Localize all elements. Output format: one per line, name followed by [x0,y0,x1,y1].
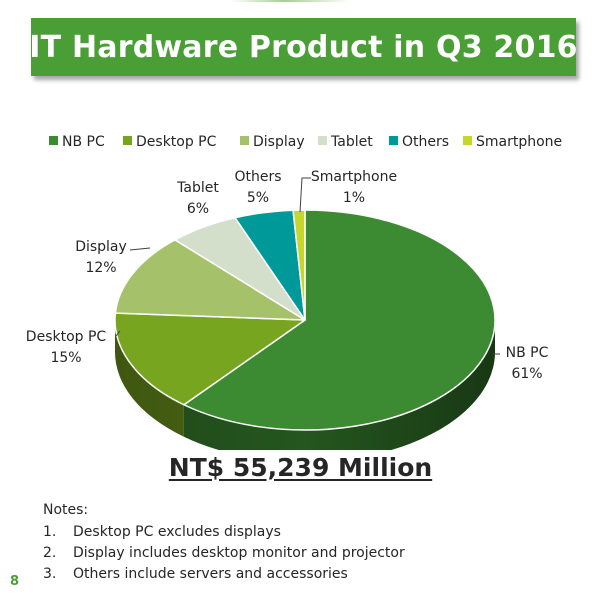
page-title: IT Hardware Product in Q3 2016 [29,29,578,65]
legend-swatch-desktop-pc [123,136,132,145]
legend-label-others: Others [402,134,449,150]
slice-name-label-nb-pc: NB PC [506,345,549,361]
slice-name-label-smartphone: Smartphone [311,169,397,185]
notes-heading: Notes: [43,502,89,518]
pie-tops [114,209,496,431]
slice-value-label-smartphone: 1% [343,190,365,206]
total-amount-text: NT$ 55,239 Million [168,453,433,482]
legend-swatch-smartphone [463,136,472,145]
title-banner: IT Hardware Product in Q3 2016 [29,18,578,76]
page-number: 8 [10,574,20,589]
leader-line-smartphone [299,177,311,213]
pie-slice-smartphone [292,209,306,321]
pie-slice-display [114,239,306,321]
legend-label-desktop-pc: Desktop PC [136,134,217,150]
notes-section: Notes: 1. Desktop PC excludes displays 2… [43,502,405,584]
legend-swatch-nb-pc [49,136,58,145]
pie-chart: NB PC 61% Desktop PC 15% Display 12% Tablet 6% O… [26,134,562,450]
legend-label-tablet: Tablet [330,134,373,150]
leader-line-desktop-pc [115,330,121,337]
note-number: 1. [43,523,57,540]
pie-slice-desktop-pc [114,312,306,406]
note-text: Desktop PC excludes displays [73,523,281,540]
slice-name-label-others: Others [234,169,281,185]
note-item: 3. Others include servers and accessorie… [43,563,405,584]
note-number: 2. [43,544,57,561]
note-text: Display includes desktop monitor and pro… [73,544,405,561]
slice-value-label-others: 5% [247,190,269,206]
legend-swatch-display [240,136,249,145]
slice-name-label-tablet: Tablet [176,180,219,196]
pie-sides [115,320,495,450]
slice-labels: NB PC 61% Desktop PC 15% Display 12% Tablet 6% O… [26,169,549,382]
note-text: Others include servers and accessories [73,565,348,582]
legend-swatch-others [389,136,398,145]
note-item: 1. Desktop PC excludes displays [43,521,405,542]
slice-name-label-desktop-pc: Desktop PC [26,329,107,345]
note-item: 2. Display includes desktop monitor and … [43,542,405,563]
legend-label-nb-pc: NB PC [62,134,105,150]
top-decoration [230,0,350,4]
legend-label-smartphone: Smartphone [476,134,562,150]
pie-slice-nb-pc [183,209,496,431]
slice-value-label-tablet: 6% [187,201,209,217]
slice-name-label-display: Display [75,239,127,255]
slice-value-label-nb-pc: 61% [511,366,542,382]
legend-swatch-tablet [318,136,327,145]
pie-side-shading [115,320,495,450]
total-amount: NT$ 55,239 Million [0,453,601,482]
chart-legend: NB PC Desktop PC Display Tablet Others Smartp… [49,134,562,150]
legend-label-display: Display [253,134,305,150]
slice-value-label-desktop-pc: 15% [50,350,81,366]
note-number: 3. [43,565,57,582]
slice-value-label-display: 12% [85,260,116,276]
leader-line-display [129,247,151,251]
